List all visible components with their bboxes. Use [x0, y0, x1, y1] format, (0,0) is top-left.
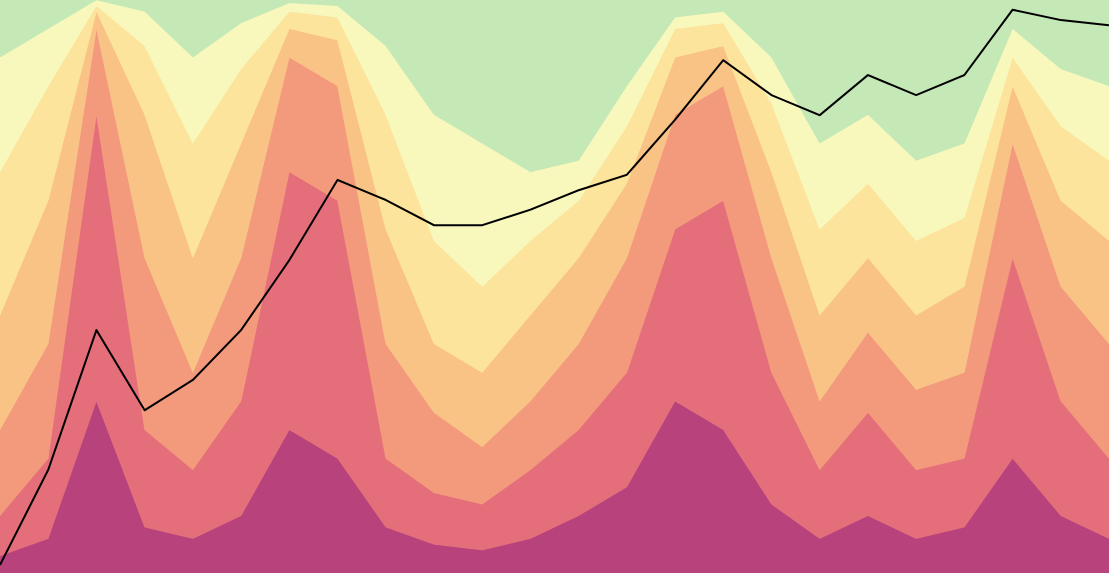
area-band	[0, 0, 1109, 173]
price-line	[0, 8, 1109, 566]
